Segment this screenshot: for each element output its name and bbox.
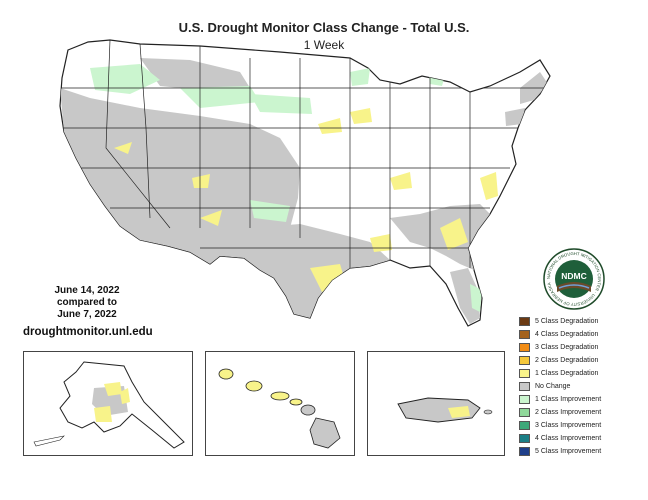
degradation-iowa	[318, 118, 342, 134]
map-title: U.S. Drought Monitor Class Change - Tota…	[178, 20, 470, 35]
ndmc-logo: NATIONAL DROUGHT MITIGATION CENTER · UNI…	[543, 248, 605, 310]
degradation-new-mexico	[200, 210, 222, 226]
legend-swatch	[519, 434, 530, 443]
legend-swatch	[519, 395, 530, 404]
degradation-virginia	[480, 172, 498, 200]
state-boundaries	[60, 40, 550, 268]
no-change-northwest	[140, 58, 250, 90]
improvement-upper-midwest	[350, 68, 370, 86]
date-previous: June 7, 2022	[57, 309, 117, 320]
alaska-inset	[23, 351, 193, 456]
no-change-southeast	[390, 204, 490, 270]
legend-swatch	[519, 421, 530, 430]
puerto-rico-map	[397, 397, 493, 423]
improvement-oklahoma	[250, 200, 290, 222]
website-link[interactable]: droughtmonitor.unl.edu	[23, 326, 153, 338]
logo-text: NDMC	[561, 271, 587, 281]
legend-label: 5 Class Improvement	[535, 448, 602, 455]
legend-label: No Change	[535, 383, 571, 390]
legend-label: 1 Class Degradation	[535, 370, 599, 377]
degradation-mississippi	[370, 234, 392, 252]
legend-swatch	[519, 330, 530, 339]
date-comparison: June 14, 2022 compared to June 7, 2022	[28, 285, 146, 321]
legend-label: 2 Class Improvement	[535, 409, 602, 416]
degradation-carolinas	[440, 218, 468, 250]
no-change-mid-atlantic	[505, 108, 525, 126]
improvement-florida-east	[470, 284, 482, 312]
alaska-map	[33, 361, 185, 449]
legend-label: 5 Class Degradation	[535, 318, 599, 325]
map-subtitle: 1 Week	[303, 38, 345, 52]
legend-swatch	[519, 343, 530, 352]
legend-swatch	[519, 369, 530, 378]
degradation-colorado	[192, 174, 210, 188]
puerto-rico-inset	[367, 351, 505, 456]
conus-map	[59, 39, 551, 327]
no-change-west	[60, 88, 300, 270]
legend-swatch	[519, 382, 530, 391]
degradation-wisconsin	[350, 108, 372, 124]
degradation-kentucky	[390, 172, 412, 190]
legend-label: 3 Class Degradation	[535, 344, 599, 351]
legend-swatch	[519, 356, 530, 365]
improvement-north-plains	[250, 94, 312, 114]
degradation-nevada	[114, 142, 132, 154]
hawaii-inset	[205, 351, 355, 456]
legend-swatch	[519, 447, 530, 456]
legend-swatch	[519, 317, 530, 326]
hawaii-map	[218, 368, 341, 449]
legend-swatch	[519, 408, 530, 417]
legend-label: 4 Class Degradation	[535, 331, 599, 338]
legend-label: 1 Class Improvement	[535, 396, 602, 403]
legend-label: 2 Class Degradation	[535, 357, 599, 364]
date-compared-to: compared to	[56, 297, 117, 308]
no-change-florida	[450, 268, 480, 324]
improvement-pacific-northwest	[90, 64, 160, 94]
date-current: June 14, 2022	[54, 285, 120, 296]
legend-label: 3 Class Improvement	[535, 422, 602, 429]
legend-label: 4 Class Improvement	[535, 435, 602, 442]
